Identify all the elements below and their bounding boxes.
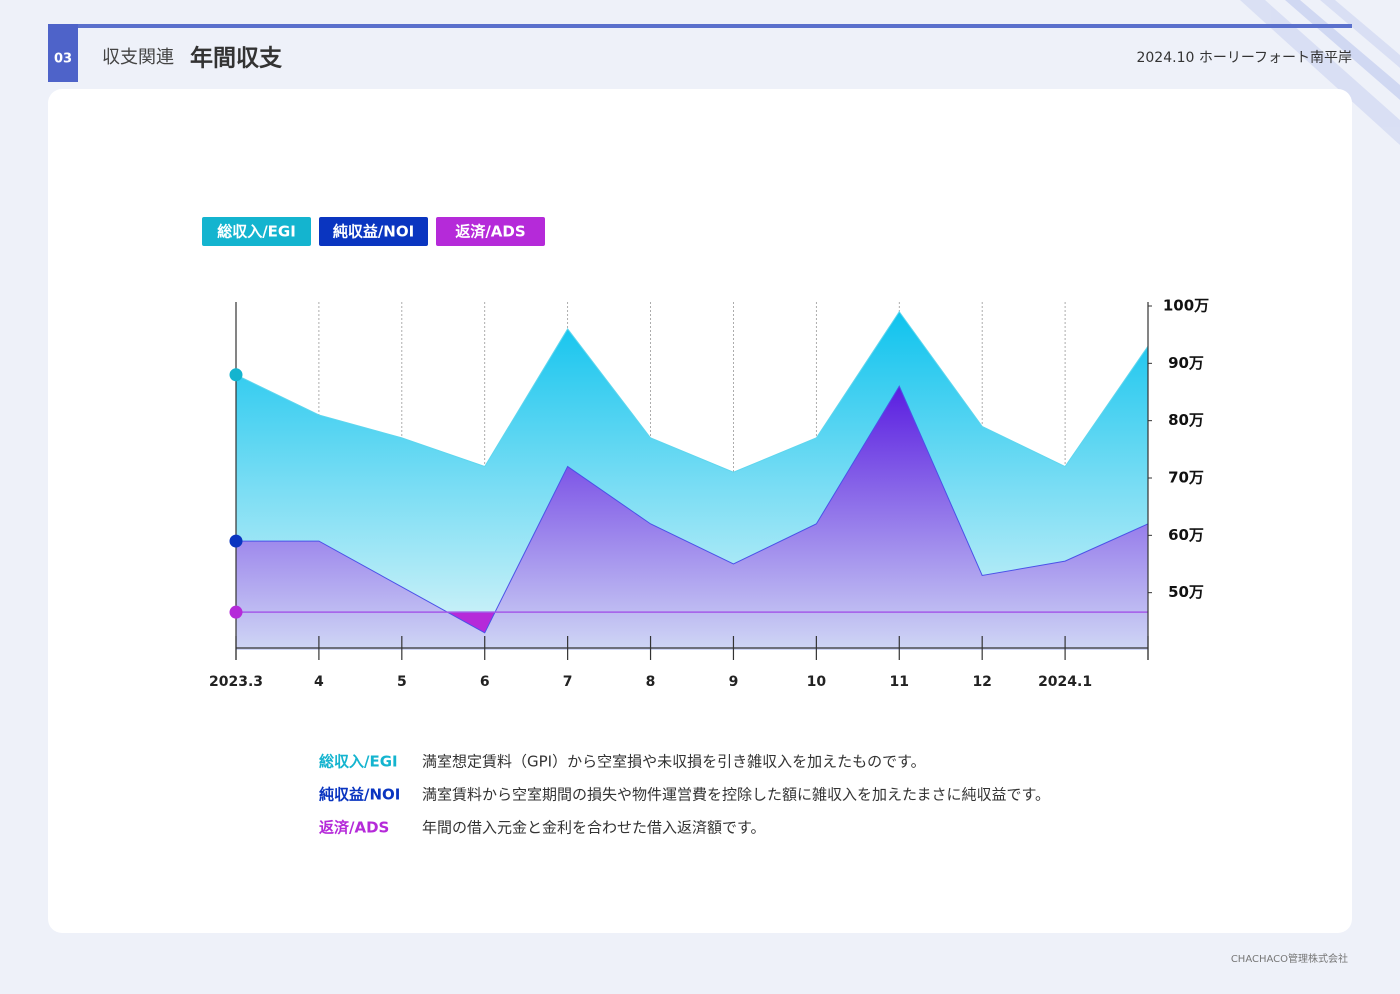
y-tick-label: 70万 (1168, 469, 1204, 487)
note-text: 満室想定賃料（GPI）から空室損や未収損を引き雑収入を加えたものです。 (422, 753, 926, 771)
x-tick-label: 10 (807, 674, 827, 690)
y-tick-label: 100万 (1163, 297, 1209, 315)
legend-badge (202, 217, 311, 246)
legend-label: 返済/ADS (455, 223, 525, 241)
x-tick-label: 7 (563, 674, 573, 690)
area-fill (236, 386, 1148, 650)
x-tick-label: 6 (480, 674, 490, 690)
y-tick-label: 60万 (1168, 526, 1204, 544)
top-rule (48, 24, 1352, 28)
legend-label: 総収入/EGI (217, 223, 296, 241)
badge-text: 03 (54, 52, 72, 67)
note-text: 年間の借入元金と金利を合わせた借入返済額です。 (422, 819, 766, 837)
x-tick-label: 8 (646, 674, 656, 690)
y-tick-label: 90万 (1168, 354, 1204, 372)
footer: CHACHACO管理株式会社 (1231, 952, 1348, 965)
section: 収支関連 (102, 47, 174, 68)
x-tick-label: 11 (890, 674, 909, 690)
y-tick-label: 50万 (1168, 583, 1204, 601)
start-dot (229, 534, 243, 548)
meta: 2024.10 ホーリーフォート南平岸 (1136, 50, 1352, 66)
legend-badge (319, 217, 428, 246)
x-tick-label: 5 (397, 674, 407, 690)
series-line (235, 310, 1149, 473)
x-tick-label: 9 (729, 674, 739, 690)
x-tick-label: 4 (314, 674, 324, 690)
x-tick-label: 2024.1 (1038, 674, 1092, 690)
x-tick-label: 2023.3 (209, 674, 263, 690)
note-term: 返済/ADS (319, 819, 389, 837)
series-line (236, 385, 1149, 634)
start-dot (229, 368, 243, 382)
badge (48, 24, 78, 82)
start-dot (229, 605, 243, 619)
legend-label: 純収益/NOI (333, 223, 414, 241)
y-tick-label: 80万 (1168, 411, 1204, 429)
chart: 2023.3 4 5 6 7 8 9 10 11 12 2024.1 50万 60万 70万 80万 90万 1… (202, 217, 1209, 837)
note-term: 総収入/EGI (319, 753, 398, 771)
legend-badge (436, 217, 545, 246)
note-term: 純収益/NOI (319, 786, 400, 804)
x-tick-label: 12 (972, 674, 991, 690)
note-text: 満室賃料から空室期間の損失や物件運営費を控除した額に雑収入を加えたまさに純収益で… (422, 786, 1050, 804)
title: 年間収支 (190, 45, 283, 72)
